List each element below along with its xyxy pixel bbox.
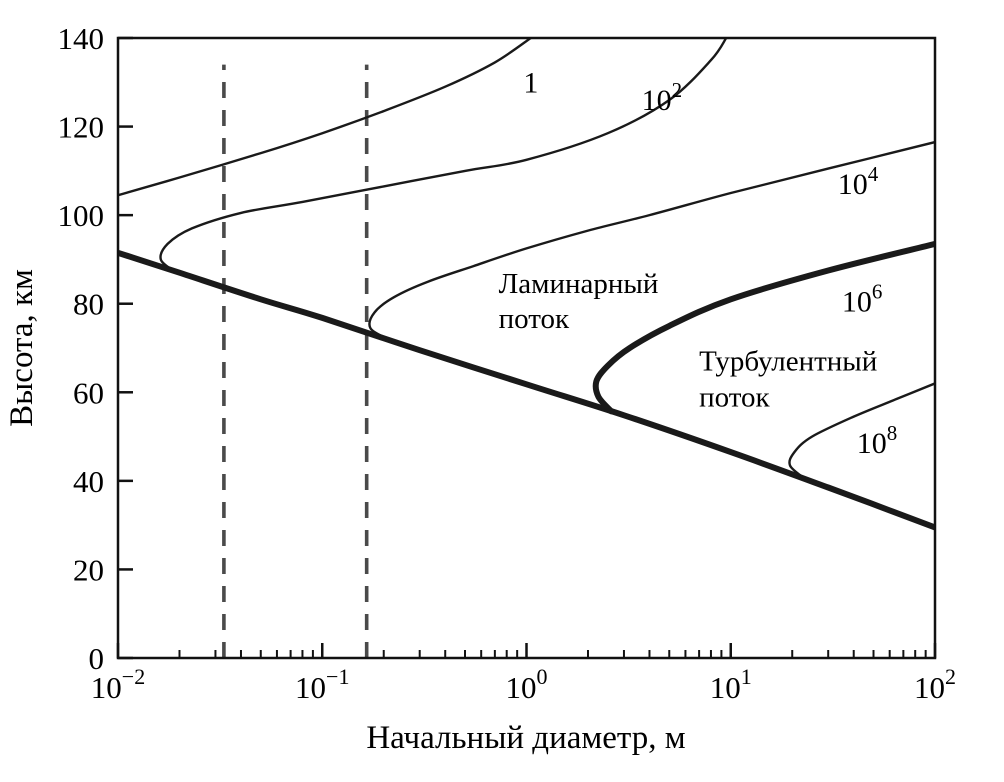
x-tick-label: 102	[914, 664, 956, 705]
x-tick-label: 101	[710, 664, 752, 705]
y-tick-label: 80	[73, 287, 104, 322]
contour-value-label: 106	[842, 280, 883, 319]
x-tick-label: 100	[506, 664, 548, 705]
contour-value-label: 102	[642, 78, 683, 117]
contour-re-1e6-upper-curve	[592, 240, 935, 415]
contour-re-1e8-curve	[788, 382, 935, 480]
laminar-flow-label-line2: поток	[499, 303, 570, 335]
laminar-flow-label-line1: Ламинарный	[499, 268, 659, 300]
turbulent-flow-label-line2: поток	[699, 382, 770, 414]
x-axis-title: Начальный диаметр, м	[366, 720, 685, 756]
contour-re-1e2-curve	[159, 38, 728, 273]
y-tick-label: 20	[73, 552, 104, 587]
y-tick-label: 100	[58, 198, 105, 233]
contour-re-1-curve	[118, 38, 532, 197]
contour-value-label: 108	[857, 421, 898, 460]
contour-value-label: 1	[523, 66, 538, 99]
x-tick-label: 10−1	[295, 664, 349, 705]
contour-curves-group	[118, 38, 935, 531]
y-tick-label: 140	[58, 21, 105, 56]
plot-frame	[116, 36, 937, 660]
annotation-labels-group: 1102104106108ЛаминарныйпотокТурбулентный…	[499, 66, 898, 460]
y-tick-label: 0	[89, 641, 105, 676]
y-tick-label: 40	[73, 464, 104, 499]
y-tick-label: 60	[73, 375, 104, 410]
turbulent-flow-label-line1: Турбулентный	[699, 345, 877, 377]
lower-envelope-curve	[118, 249, 935, 531]
x-tick-label: 10−2	[91, 664, 145, 705]
y-tick-label: 120	[58, 110, 105, 145]
dashed-vlines-group	[222, 64, 369, 658]
contour-re-1e4-curve	[368, 140, 935, 341]
contour-value-label: 104	[838, 162, 879, 201]
y-axis-title: Высота, км	[4, 269, 40, 427]
tick-labels-group: 10−2 10−1 100 101 102 0 20 40 60 80 100 120 140	[58, 21, 957, 705]
